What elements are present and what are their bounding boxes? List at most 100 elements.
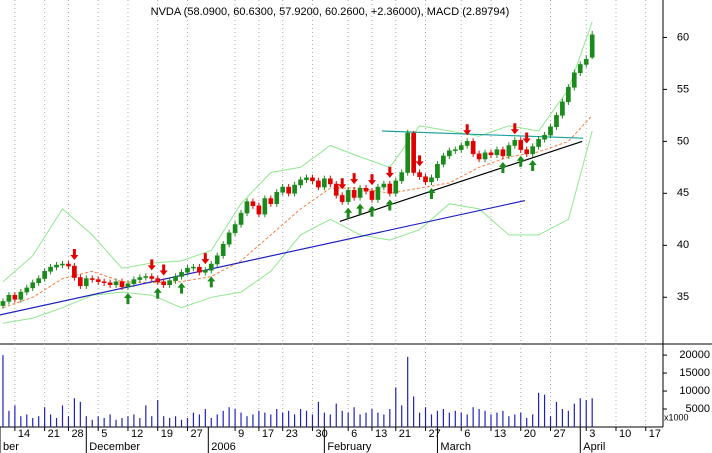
- month-label: December: [89, 441, 140, 453]
- candle-body: [262, 198, 268, 215]
- volume-tick-label: 5000: [686, 403, 710, 415]
- month-label: 2006: [211, 441, 235, 453]
- candle-body: [500, 149, 506, 157]
- x-tick-label: 27: [554, 428, 566, 440]
- x-tick-label: 6: [351, 428, 357, 440]
- month-label: ber: [3, 441, 19, 453]
- candle-body: [494, 149, 500, 156]
- x-tick-label: 10: [619, 428, 631, 440]
- candle-body: [524, 149, 530, 155]
- x-tick-label: 13: [494, 428, 506, 440]
- candle-body: [12, 294, 18, 300]
- candle-body: [131, 279, 137, 285]
- candle-body: [18, 291, 24, 300]
- candle-body: [339, 195, 345, 202]
- x-tick-label: 6: [464, 428, 470, 440]
- candle-body: [0, 301, 6, 306]
- candle-body: [333, 183, 339, 196]
- x-tick-label: 27: [429, 428, 441, 440]
- y-tick-label: 60: [677, 31, 689, 43]
- candle-body: [542, 134, 547, 140]
- candle-body: [476, 153, 482, 160]
- candle-body: [327, 178, 333, 185]
- volume-tick-label: 15000: [679, 367, 710, 379]
- y-tick-label: 50: [677, 135, 689, 147]
- candle-body: [24, 287, 30, 293]
- candle-body: [185, 267, 190, 273]
- candle-body: [423, 176, 428, 183]
- candle-body: [179, 272, 184, 277]
- x-tick-label: 13: [375, 428, 387, 440]
- x-tick-label: 14: [18, 428, 30, 440]
- candle-body: [399, 172, 405, 182]
- candle-body: [441, 155, 446, 165]
- moving-average: [2, 115, 593, 309]
- bollinger-upper: [2, 21, 593, 283]
- candle-body: [298, 179, 303, 186]
- candle-body: [369, 190, 375, 200]
- candle-body: [250, 201, 256, 207]
- candle-body: [72, 265, 77, 278]
- candle-body: [30, 282, 36, 289]
- candle-body: [566, 87, 571, 103]
- buy-arrow: [528, 159, 537, 171]
- x-tick-label: 5: [101, 428, 107, 440]
- month-label: March: [440, 441, 471, 453]
- candle-body: [78, 277, 83, 287]
- candle-body: [345, 189, 351, 202]
- buy-arrow: [367, 205, 376, 217]
- sell-arrow: [201, 253, 210, 265]
- candle-body: [583, 58, 589, 65]
- sell-arrow: [70, 248, 79, 260]
- candle-body: [197, 266, 202, 273]
- candle-body: [411, 132, 416, 173]
- x-tick-label: 3: [589, 428, 595, 440]
- buy-arrow: [516, 155, 525, 167]
- candle-body: [506, 145, 512, 157]
- candle-body: [518, 140, 524, 150]
- candle-body: [256, 205, 262, 215]
- candle-body: [387, 183, 393, 194]
- x-tick-label: 30: [315, 428, 327, 440]
- candle-body: [310, 177, 315, 182]
- candle-body: [458, 145, 464, 150]
- candle-body: [482, 152, 488, 160]
- candle-body: [101, 281, 107, 283]
- candle-body: [202, 269, 208, 273]
- candle-body: [548, 126, 553, 136]
- candle-body: [393, 180, 399, 194]
- candle-body: [155, 278, 161, 282]
- volume-tick-label: 20000: [679, 349, 710, 361]
- month-label: February: [327, 441, 372, 453]
- buy-arrow: [153, 287, 162, 299]
- x-tick-label: 21: [48, 428, 60, 440]
- candle-body: [464, 141, 470, 146]
- candle-body: [83, 278, 89, 287]
- candle-body: [113, 281, 119, 286]
- buy-arrow: [344, 207, 353, 219]
- y-tick-label: 55: [677, 83, 689, 95]
- candle-body: [316, 180, 321, 188]
- candle-body: [429, 177, 434, 183]
- sell-arrow: [350, 173, 359, 185]
- candle-body: [322, 178, 327, 188]
- buy-arrow: [427, 188, 436, 200]
- candle-body: [244, 201, 250, 214]
- y-tick-label: 45: [677, 187, 689, 199]
- trend-line: [339, 140, 583, 222]
- candle-body: [214, 255, 220, 265]
- x-tick-label: 17: [262, 428, 274, 440]
- candle-body: [447, 150, 452, 157]
- candle-body: [351, 189, 357, 198]
- candle-body: [220, 244, 226, 256]
- candle-body: [560, 101, 565, 116]
- trend-line: [382, 130, 584, 139]
- candle-body: [238, 212, 244, 225]
- month-label: April: [583, 441, 605, 453]
- buy-arrow: [356, 203, 365, 215]
- buy-arrow: [385, 199, 394, 211]
- candle-body: [452, 149, 458, 151]
- candle-body: [470, 141, 476, 155]
